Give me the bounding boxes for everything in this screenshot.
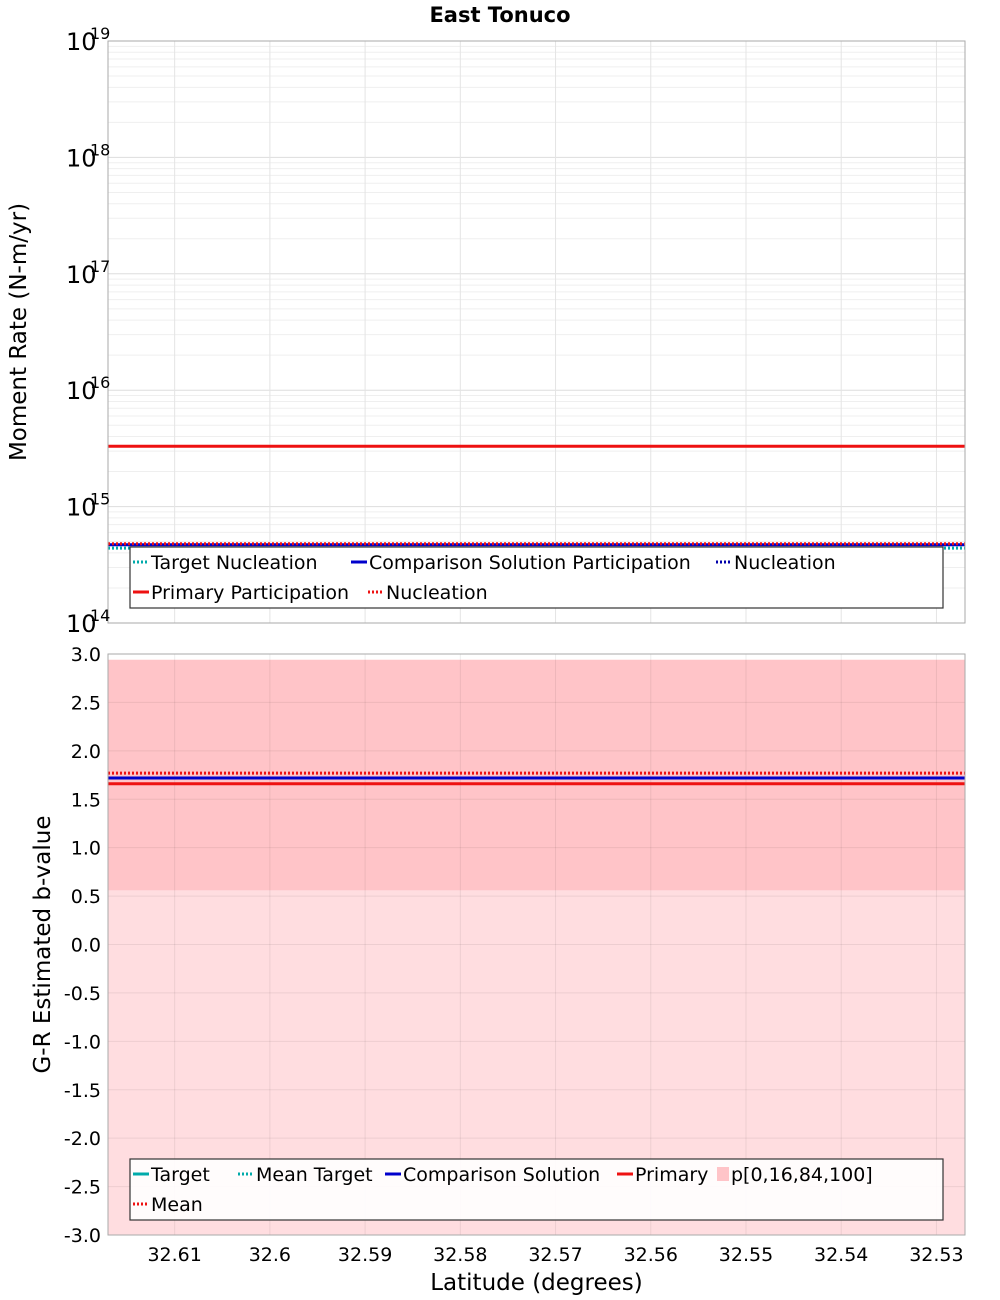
y-tick-label-base: 10 (66, 28, 97, 56)
b-value-panel: 3.0 2.5 2.0 1.5 1.0 0.5 0.0 -0.5 -1.0 -1.5 -2.0 -2.… (30, 644, 966, 1296)
legend-label: Primary Participation (151, 582, 349, 604)
legend-label: Nucleation (734, 552, 836, 574)
y-tick-label: 3.0 (71, 644, 101, 666)
x-tick-label: 32.57 (528, 1244, 582, 1266)
y-tick-label: -3.0 (64, 1225, 101, 1247)
y-tick-label: 2.5 (71, 692, 101, 714)
y-tick-label-exponent: 16 (90, 373, 110, 392)
y-tick-label-base: 10 (66, 261, 97, 289)
legend-label: Target Nucleation (150, 552, 318, 574)
y-tick-label-base: 10 (66, 610, 97, 638)
y-tick-label: -2.5 (64, 1177, 101, 1199)
y-axis-label: Moment Rate (N-m/yr) (6, 203, 32, 461)
y-tick-label-exponent: 19 (90, 24, 110, 43)
legend-label: Mean Target (256, 1164, 373, 1186)
plot-border (107, 40, 966, 624)
y-tick-label: -1.0 (64, 1031, 101, 1053)
legend-label: Mean (151, 1194, 203, 1216)
x-tick-label: 32.53 (909, 1244, 963, 1266)
y-tick-label: 0.5 (71, 886, 101, 908)
legend-label: Comparison Solution Participation (369, 552, 691, 574)
y-tick-label: -1.5 (64, 1080, 101, 1102)
x-axis-label: Latitude (degrees) (430, 1270, 643, 1296)
legend-label: Nucleation (386, 582, 488, 604)
chart-title: East Tonuco (429, 3, 570, 27)
y-tick-label: -0.5 (64, 983, 101, 1005)
y-tick-label: 1.5 (71, 789, 101, 811)
x-tick-label: 32.54 (814, 1244, 868, 1266)
y-tick-label-exponent: 18 (90, 140, 110, 159)
legend-label: Comparison Solution (403, 1164, 600, 1186)
y-tick-label: 0.0 (71, 935, 101, 957)
y-tick-label: -2.0 (64, 1128, 101, 1150)
y-tick-label: 2.0 (71, 741, 101, 763)
y-tick-label-exponent: 15 (90, 490, 110, 509)
legend-box (129, 1158, 944, 1221)
x-tick-label: 32.56 (624, 1244, 678, 1266)
y-tick-label-base: 10 (66, 144, 97, 172)
percentile-band (108, 659, 965, 891)
x-tick-label: 32.58 (433, 1244, 487, 1266)
legend-label: Target (150, 1164, 210, 1186)
legend-label: Primary (635, 1164, 708, 1186)
legend-label: p[0,16,84,100] (731, 1164, 873, 1186)
x-tick-label: 32.6 (249, 1244, 291, 1266)
plot-area (108, 41, 965, 623)
x-tick-label: 32.55 (719, 1244, 773, 1266)
plot-border (107, 653, 966, 1236)
y-axis-label: G-R Estimated b-value (30, 815, 56, 1073)
y-tick-label-exponent: 14 (90, 606, 110, 625)
y-tick-label-exponent: 17 (90, 257, 110, 276)
y-tick-label-base: 10 (66, 377, 97, 405)
legend-box (129, 546, 944, 609)
legend-swatch (717, 1167, 729, 1181)
y-tick-label: 1.0 (71, 838, 101, 860)
x-tick-label: 32.61 (147, 1244, 201, 1266)
x-tick-label: 32.59 (338, 1244, 392, 1266)
y-tick-label-base: 10 (66, 494, 97, 522)
